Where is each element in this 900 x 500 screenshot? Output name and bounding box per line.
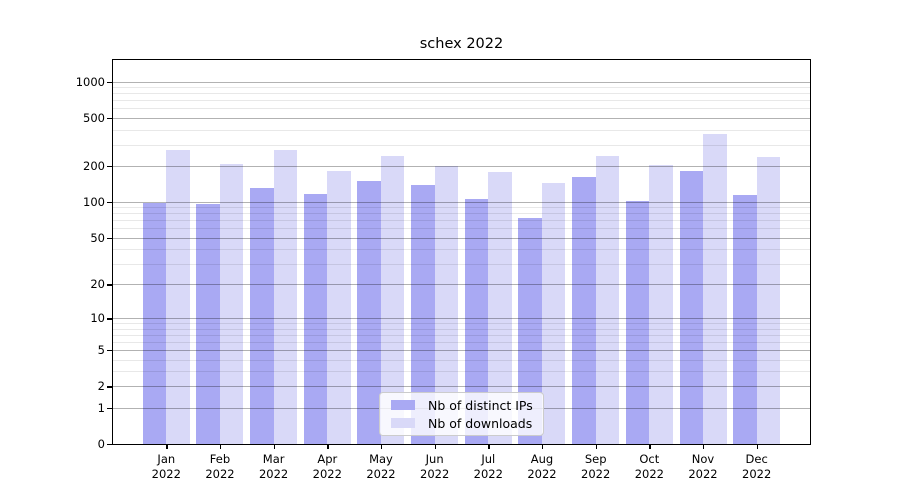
- gridline-500: [113, 117, 810, 119]
- y-tick-label-10: 10: [90, 311, 105, 326]
- bar-distinct-ips-mar: [250, 187, 274, 444]
- y-tick-label-100: 100: [83, 194, 105, 209]
- gridline-minor: [113, 93, 810, 95]
- bar-distinct-ips-jun: [411, 184, 435, 444]
- y-tick-mark: [107, 81, 112, 83]
- x-tick-label-oct: Oct 2022: [634, 452, 664, 481]
- bar-downloads-sep: [595, 156, 620, 444]
- bar-distinct-ips-nov: [679, 171, 703, 444]
- x-tick-mark: [219, 444, 222, 449]
- x-tick-label-nov: Nov 2022: [688, 452, 718, 481]
- x-tick-label-apr: Apr 2022: [312, 452, 342, 481]
- bar-downloads-jun: [434, 166, 459, 444]
- y-tick-label-5: 5: [97, 342, 105, 357]
- x-tick-label-sep: Sep 2022: [581, 452, 611, 481]
- y-tick-mark: [107, 444, 112, 446]
- x-tick-mark: [166, 444, 168, 449]
- bar-downloads-dec: [756, 156, 781, 444]
- bar-downloads-may: [380, 156, 405, 444]
- x-tick-mark: [703, 444, 705, 449]
- gridline-minor: [113, 129, 810, 131]
- bar-distinct-ips-aug: [518, 217, 542, 444]
- bar-downloads-apr: [327, 170, 351, 444]
- x-tick-label-jul: Jul 2022: [473, 452, 503, 481]
- legend-label-downloads: Nb of downloads: [428, 415, 533, 431]
- x-tick-mark: [595, 444, 598, 449]
- legend: Nb of distinct IPs Nb of downloads: [379, 392, 544, 436]
- legend-swatch-distinct-ips: [391, 400, 415, 410]
- x-tick-mark: [380, 444, 383, 449]
- chart-title: schex 2022: [419, 36, 504, 52]
- x-tick-label-dec: Dec 2022: [742, 452, 772, 481]
- legend-row-downloads: Nb of downloads: [386, 416, 537, 431]
- y-tick-label-2: 2: [97, 379, 105, 394]
- bar-downloads-feb: [219, 163, 244, 444]
- gridline-1000: [113, 81, 810, 83]
- y-tick-mark: [107, 201, 112, 204]
- x-tick-mark: [488, 444, 490, 449]
- y-tick-mark: [107, 318, 112, 320]
- bar-distinct-ips-jan: [142, 202, 167, 444]
- bar-downloads-oct: [649, 165, 673, 444]
- x-tick-mark: [649, 444, 651, 449]
- legend-row-distinct-ips: Nb of distinct IPs: [386, 398, 537, 413]
- x-tick-mark: [273, 444, 276, 449]
- bar-distinct-ips-may: [357, 181, 381, 444]
- y-tick-mark: [107, 284, 112, 286]
- y-tick-mark: [107, 386, 112, 388]
- bar-downloads-jan: [166, 149, 190, 444]
- bar-distinct-ips-feb: [196, 204, 220, 444]
- bar-downloads-nov: [703, 134, 727, 444]
- bar-distinct-ips-sep: [572, 177, 596, 444]
- bar-downloads-mar: [273, 149, 298, 444]
- y-tick-mark: [107, 237, 112, 240]
- y-tick-label-50: 50: [90, 230, 105, 245]
- gridline-minor: [113, 87, 810, 89]
- x-tick-label-jun: Jun 2022: [420, 452, 450, 481]
- bar-distinct-ips-jul: [464, 198, 489, 444]
- x-tick-label-jan: Jan 2022: [151, 452, 181, 481]
- y-tick-mark: [107, 165, 112, 168]
- legend-label-distinct-ips: Nb of distinct IPs: [428, 397, 533, 413]
- bar-downloads-aug: [541, 182, 566, 444]
- y-tick-label-1000: 1000: [75, 74, 105, 89]
- bar-distinct-ips-apr: [303, 194, 328, 444]
- bar-distinct-ips-oct: [625, 200, 650, 444]
- plot-area: [112, 59, 811, 445]
- x-tick-label-may: May 2022: [366, 452, 396, 481]
- x-tick-mark: [756, 444, 759, 449]
- y-tick-label-500: 500: [83, 110, 105, 125]
- y-tick-mark: [107, 407, 112, 410]
- y-tick-label-200: 200: [83, 158, 105, 173]
- y-tick-mark: [107, 117, 112, 120]
- bar-distinct-ips-dec: [733, 195, 757, 444]
- x-tick-mark: [541, 444, 544, 449]
- y-tick-label-1: 1: [97, 400, 105, 415]
- bar-downloads-jul: [488, 171, 512, 444]
- x-tick-mark: [327, 444, 329, 449]
- x-tick-mark: [434, 444, 437, 449]
- x-tick-label-feb: Feb 2022: [205, 452, 235, 481]
- x-tick-label-aug: Aug 2022: [527, 452, 557, 481]
- legend-swatch-downloads: [391, 418, 415, 428]
- gridline-minor: [113, 108, 810, 110]
- gridline-minor: [113, 100, 810, 102]
- y-tick-label-0: 0: [97, 437, 105, 451]
- x-tick-label-mar: Mar 2022: [258, 452, 289, 481]
- y-tick-label-20: 20: [90, 277, 105, 292]
- y-tick-mark: [107, 349, 112, 352]
